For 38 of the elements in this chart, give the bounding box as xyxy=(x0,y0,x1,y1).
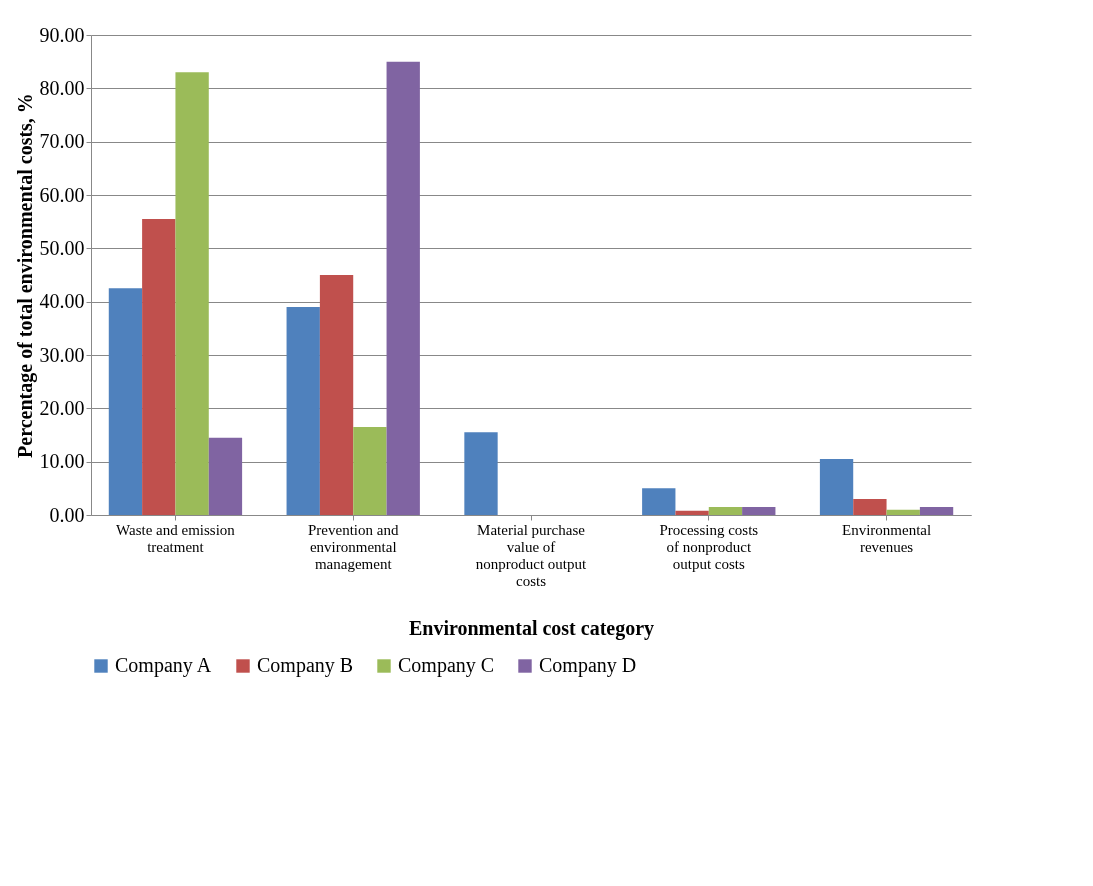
legend-label: Company D xyxy=(539,654,637,677)
bar xyxy=(464,432,498,515)
x-tick-label: Environmental revenues xyxy=(841,521,932,555)
y-tick-label: 60.00 xyxy=(39,183,85,206)
bar xyxy=(142,219,176,515)
bar xyxy=(108,288,143,515)
bar xyxy=(853,499,887,515)
x-axis-title: Environmental cost category xyxy=(408,616,655,640)
y-tick-label: 80.00 xyxy=(39,76,85,99)
y-tick-label: 20.00 xyxy=(39,396,85,419)
x-tick-label: Material purchase value of nonproduct output costs xyxy=(475,521,588,589)
x-tick-label: Waste and emission treatment xyxy=(116,521,236,555)
y-tick-label: 10.00 xyxy=(39,450,85,473)
legend-label: Company A xyxy=(115,654,212,677)
y-tick-label: 50.00 xyxy=(39,236,85,259)
bar xyxy=(386,61,420,515)
bar xyxy=(642,488,676,515)
bar xyxy=(208,437,243,515)
bar xyxy=(919,507,954,515)
bar xyxy=(319,275,354,515)
bar xyxy=(286,307,320,515)
y-tick-label: 90.00 xyxy=(39,23,85,46)
bar xyxy=(353,427,387,515)
y-tick-label: 40.00 xyxy=(39,290,85,313)
bar xyxy=(886,509,920,515)
y-tick-label: 70.00 xyxy=(39,130,85,153)
x-tick-label: Prevention and environmental management xyxy=(308,521,399,572)
legend-label: Company C xyxy=(398,654,495,677)
bar xyxy=(708,507,743,515)
y-tick-label: 30.00 xyxy=(39,343,85,366)
y-tick-label: 0.00 xyxy=(49,503,85,526)
bar xyxy=(819,459,854,515)
x-tick-label: Processing costs of nonproduct output costs xyxy=(659,521,759,572)
bar xyxy=(175,72,209,515)
y-axis-title: Percentage of total environmental costs, % xyxy=(13,93,37,458)
bar xyxy=(742,507,776,515)
bar xyxy=(675,510,709,515)
legend-label: Company B xyxy=(257,654,354,677)
